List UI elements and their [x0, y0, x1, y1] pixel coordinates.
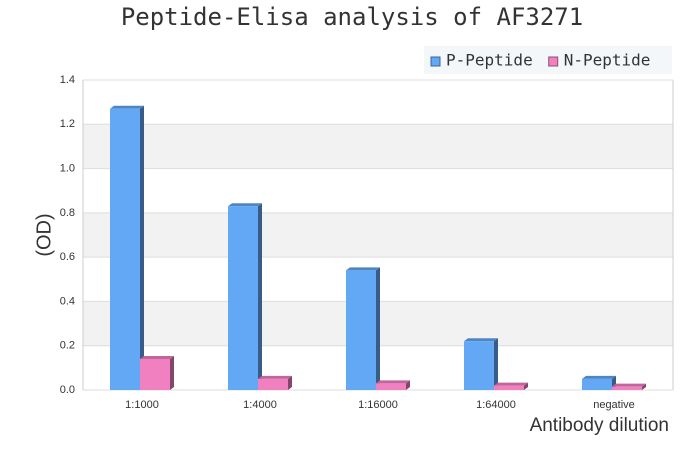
x-axis-label: Antibody dilution [530, 415, 669, 436]
bar-side [288, 375, 292, 390]
bar-top [228, 203, 262, 207]
bar [140, 359, 170, 390]
bar [346, 270, 376, 390]
bar [376, 383, 406, 390]
bar [582, 378, 612, 390]
bar-top [494, 382, 528, 386]
y-tick-label: 0.8 [60, 207, 75, 219]
grid-band [83, 212, 673, 258]
bar [110, 108, 140, 391]
bar-top [346, 267, 380, 271]
bar-top [140, 356, 174, 359]
x-tick-label: 1:1000 [125, 399, 159, 411]
legend-label: N-Peptide [564, 51, 651, 70]
bar [494, 385, 524, 390]
bar-top [582, 375, 616, 379]
bar-top [464, 338, 498, 342]
bar-top [110, 105, 144, 109]
bar [464, 341, 494, 390]
y-tick-label: 0.2 [60, 340, 75, 352]
y-tick-label: 0.4 [60, 295, 75, 307]
bar [258, 378, 288, 390]
legend-swatch [430, 56, 441, 67]
bar-side [524, 382, 528, 390]
chart-title: Peptide-Elisa analysis of AF3271 [121, 3, 583, 31]
y-tick-label: 1.2 [60, 118, 75, 130]
bar-side [406, 380, 410, 390]
y-axis-label: (OD) [33, 213, 55, 256]
x-tick-label: 1:64000 [476, 399, 516, 411]
y-tick-label: 1.0 [60, 162, 75, 174]
legend-label: P-Peptide [446, 51, 533, 70]
bar-side [140, 105, 144, 391]
legend-box [424, 46, 672, 74]
bar-side [376, 267, 380, 390]
y-tick-label: 1.4 [60, 74, 75, 86]
bar-top [376, 380, 410, 384]
x-tick-label: 1:4000 [243, 399, 277, 411]
bar-top [258, 375, 292, 379]
bar-side [642, 383, 646, 390]
bar-side [258, 203, 262, 390]
x-tick-label: 1:16000 [358, 399, 398, 411]
y-tick-label: 0.0 [60, 384, 75, 396]
legend-swatch [548, 56, 559, 67]
grid-band [83, 124, 673, 169]
bar-side [170, 356, 174, 390]
bar-top [612, 383, 646, 387]
y-tick-label: 0.6 [60, 251, 75, 263]
bar [228, 206, 258, 390]
bar-side [494, 338, 498, 390]
bar [612, 386, 642, 390]
x-tick-label: negative [593, 399, 635, 411]
